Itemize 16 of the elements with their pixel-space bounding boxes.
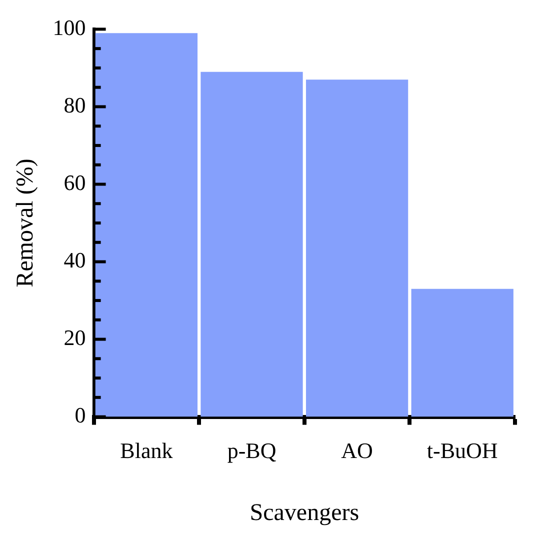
y-tick-label: 20: [64, 325, 86, 350]
y-tick-label: 0: [74, 402, 86, 428]
y-tick-label: 40: [64, 248, 86, 273]
y-axis-title: Removal (%): [12, 158, 39, 288]
x-tick-label: AO: [341, 438, 373, 463]
y-tick-label: 100: [52, 14, 86, 40]
x-tick-label: Blank: [120, 438, 173, 463]
x-axis-title: Scavengers: [250, 500, 360, 526]
bar: [411, 288, 514, 417]
y-tick-label: 60: [64, 170, 86, 196]
bar: [200, 72, 303, 417]
x-tick-label: t-BuOH: [426, 438, 498, 463]
bar: [95, 33, 198, 417]
x-tick-label: p-BQ: [227, 438, 276, 463]
y-tick-label: 80: [64, 92, 86, 118]
bar: [306, 80, 408, 417]
